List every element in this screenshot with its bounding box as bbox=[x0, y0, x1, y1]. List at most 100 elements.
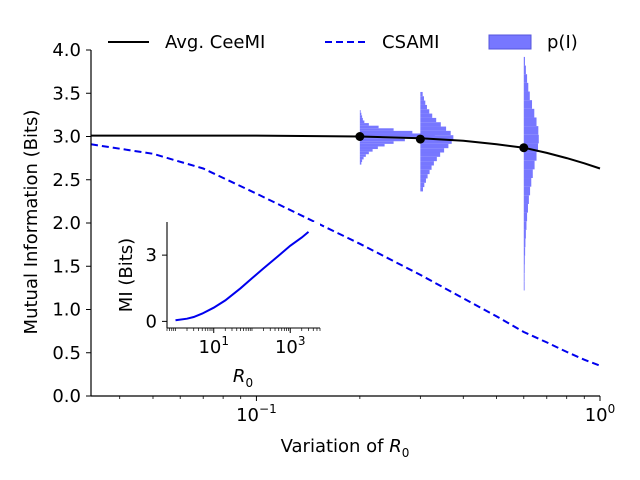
histogram-bar bbox=[420, 143, 449, 149]
histogram-bar bbox=[420, 100, 426, 105]
legend-pi-label: p(I) bbox=[547, 32, 578, 53]
histogram-bar bbox=[523, 91, 530, 101]
histogram-bar bbox=[523, 152, 537, 161]
histogram-bar bbox=[359, 117, 363, 121]
histogram-bar bbox=[523, 56, 525, 66]
main-series-lines bbox=[90, 134, 601, 367]
histogram-bar bbox=[420, 152, 441, 157]
csami-line bbox=[90, 143, 601, 367]
histogram-bar bbox=[523, 203, 528, 213]
inset-series-line bbox=[175, 231, 310, 322]
histogram-bar bbox=[523, 117, 537, 127]
histogram-bar bbox=[420, 182, 425, 188]
inset-x-ticks: 101 103 bbox=[166, 328, 321, 358]
histogram-bar bbox=[420, 148, 445, 153]
histogram-bar bbox=[420, 91, 423, 97]
histogram-bar bbox=[523, 160, 535, 170]
x-axis-title-sub: 0 bbox=[402, 446, 410, 460]
legend-pi-swatch bbox=[488, 34, 532, 50]
histogram-bar bbox=[359, 156, 364, 160]
histogram-bar bbox=[523, 134, 539, 144]
inset-y-tick-label: 3 bbox=[146, 245, 157, 266]
histogram-bar bbox=[523, 281, 525, 291]
histogram-bar bbox=[420, 109, 430, 114]
histogram-bar bbox=[359, 120, 365, 124]
histogram-bar bbox=[359, 133, 435, 137]
histogram-bar bbox=[523, 238, 526, 248]
y-tick-label: 0.5 bbox=[52, 343, 81, 364]
inset-y-axis-title: MI (Bits) bbox=[116, 238, 137, 312]
y-axis-title: Mutual Information (Bits) bbox=[21, 110, 42, 335]
histogram-bar bbox=[420, 126, 447, 131]
inset-x-tick-label: 103 bbox=[275, 334, 306, 358]
histogram-bar bbox=[359, 110, 361, 113]
y-tick-label: 4.0 bbox=[52, 40, 81, 61]
y-tick-label: 2.5 bbox=[52, 170, 81, 191]
histogram-bar bbox=[523, 247, 526, 256]
x-tick-label: 100 bbox=[585, 402, 616, 426]
histogram-bar bbox=[523, 255, 525, 265]
ceemi-line bbox=[91, 134, 601, 170]
histogram-bar bbox=[420, 122, 441, 127]
histogram-bar bbox=[359, 123, 369, 126]
x-axis-title-main: Variation of bbox=[281, 436, 390, 457]
histogram-bar bbox=[359, 146, 378, 150]
histogram-bar bbox=[523, 212, 528, 222]
histogram-bar bbox=[523, 221, 527, 230]
histogram-bar bbox=[359, 143, 385, 147]
histogram-bar bbox=[523, 126, 539, 135]
histogram-bar bbox=[420, 169, 430, 175]
histogram-bar bbox=[523, 169, 533, 179]
inset-plot: 03 101 103 MI (Bits) R0 bbox=[116, 222, 321, 390]
mean-marker bbox=[519, 143, 529, 153]
histogram-bar bbox=[523, 273, 525, 282]
histogram-bar bbox=[420, 113, 433, 118]
histogram-bar bbox=[420, 135, 454, 140]
inset-y-ticks: 03 bbox=[146, 245, 167, 332]
inset-x-axis-title-sub: 0 bbox=[245, 376, 253, 390]
histogram-bar bbox=[523, 229, 526, 239]
mean-marker bbox=[355, 132, 365, 141]
histogram-bar bbox=[420, 161, 434, 166]
legend-ceemi-label: Avg. CeeMI bbox=[165, 32, 265, 53]
x-axis-title-symbol: R bbox=[389, 436, 402, 457]
inset-background bbox=[167, 222, 320, 328]
histogram-bar bbox=[523, 65, 526, 75]
histogram-bar bbox=[523, 186, 531, 196]
x-axis-title: Variation of R0 bbox=[281, 436, 410, 460]
histogram-bar bbox=[523, 108, 535, 118]
x-tick-label: 10−1 bbox=[236, 402, 277, 426]
histogram-bar bbox=[420, 178, 426, 183]
histogram-bar bbox=[523, 264, 525, 274]
main-plot: 0.0 0.5 1.0 1.5 2.0 2.5 3.0 3.5 4.0 10−1 100 Mutu… bbox=[21, 40, 615, 460]
y-tick-label: 0.0 bbox=[52, 386, 81, 407]
inset-x-tick-label: 101 bbox=[198, 334, 229, 358]
legend-csami-label: CSAMI bbox=[382, 32, 439, 53]
main-x-ticks: 10−1 100 bbox=[119, 396, 616, 426]
histogram-bar bbox=[359, 149, 373, 152]
histogram-bar bbox=[420, 187, 423, 192]
histogram-bar bbox=[523, 100, 533, 109]
histogram-bar bbox=[420, 96, 424, 101]
y-tick-label: 2.0 bbox=[52, 213, 81, 234]
histogram-bar bbox=[420, 139, 452, 144]
legend: Avg. CeeMI CSAMI p(I) bbox=[108, 32, 578, 53]
histogram-bar bbox=[359, 159, 363, 163]
histogram-bar bbox=[359, 138, 405, 142]
inset-mi-line bbox=[175, 231, 310, 322]
histogram-bar bbox=[359, 154, 366, 157]
mean-marker bbox=[415, 134, 425, 144]
histogram-bar bbox=[359, 151, 369, 155]
histogram-bar bbox=[359, 130, 413, 134]
histogram-bar bbox=[420, 165, 432, 170]
histogram-bar bbox=[420, 104, 427, 110]
histogram-bar bbox=[523, 195, 529, 204]
histogram-bar bbox=[420, 174, 428, 179]
mean-markers bbox=[355, 132, 529, 153]
probability-histograms bbox=[359, 56, 539, 291]
inset-x-axis-title: R0 bbox=[233, 366, 253, 390]
y-tick-label: 3.5 bbox=[52, 83, 81, 104]
histogram-bar bbox=[420, 130, 451, 136]
histogram-bar bbox=[359, 141, 394, 144]
